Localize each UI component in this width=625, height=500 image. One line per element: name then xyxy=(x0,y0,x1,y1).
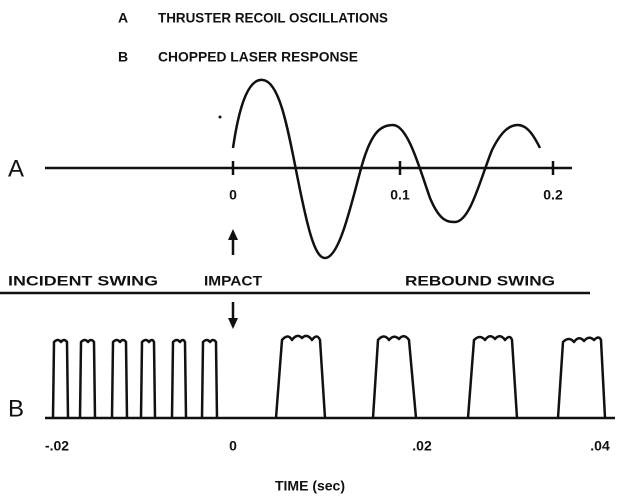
panel-label: B xyxy=(8,395,24,422)
pulses xyxy=(51,334,607,419)
phase-label: IMPACT xyxy=(204,273,262,289)
legend-key: B xyxy=(118,49,128,65)
legend-key: A xyxy=(118,10,128,26)
arrow-head xyxy=(228,229,238,240)
axis-label: TIME (sec) xyxy=(275,478,345,494)
panel-label: A xyxy=(8,155,24,182)
arrow-head xyxy=(228,318,238,329)
speck xyxy=(218,115,222,119)
tick-label: 0.2 xyxy=(543,187,563,203)
legend-label: CHOPPED LASER RESPONSE xyxy=(158,49,358,65)
tick-label: 0 xyxy=(229,187,237,203)
legend-label: THRUSTER RECOIL OSCILLATIONS xyxy=(158,10,388,26)
tick-label: 0.1 xyxy=(390,187,410,203)
tick-label: -.02 xyxy=(45,438,69,454)
phase-label: INCIDENT SWING xyxy=(8,273,158,289)
oscillation xyxy=(231,78,542,260)
tick-label: .04 xyxy=(590,438,610,454)
tick-label: 0 xyxy=(229,438,237,454)
phase-label: REBOUND SWING xyxy=(405,273,555,289)
tick-label: .02 xyxy=(412,438,432,454)
